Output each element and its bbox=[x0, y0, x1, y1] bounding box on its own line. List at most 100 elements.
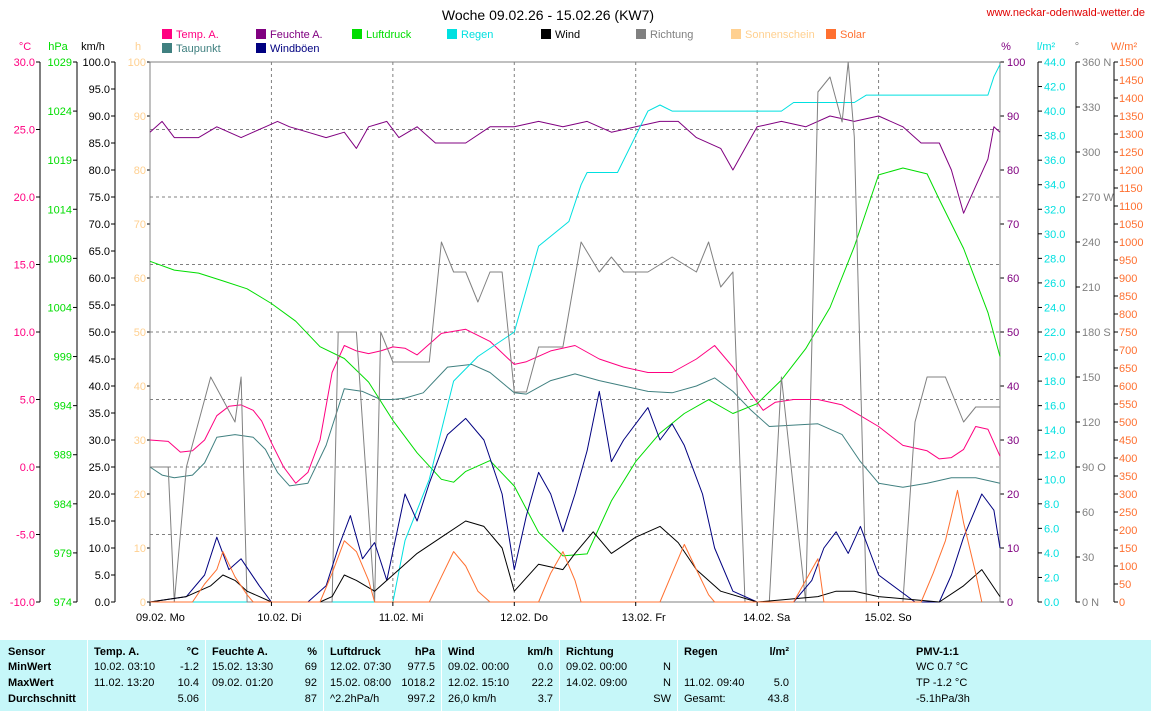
axis-tick-rain-lm2: 26.0 bbox=[1044, 278, 1065, 290]
series-line-richtung bbox=[150, 61, 1000, 603]
stats-time: 15.02. 08:00 bbox=[330, 677, 392, 689]
axis-tick-humidity-pct: 70 bbox=[1007, 219, 1019, 231]
axis-tick-sun-h: 80 bbox=[134, 165, 146, 177]
axis-tick-humidity-pct: 90 bbox=[1007, 111, 1019, 123]
stats-value: 22.2 bbox=[531, 677, 553, 689]
axis-tick-wind-kmh: 45.0 bbox=[89, 354, 110, 366]
axis-tick-humidity-pct: 20 bbox=[1007, 489, 1019, 501]
stats-value: 3.7 bbox=[537, 693, 553, 705]
axis-tick-solar-wm2: 1300 bbox=[1119, 129, 1143, 141]
legend-label-solar: Solar bbox=[840, 29, 866, 41]
axis-tick-rain-lm2: 14.0 bbox=[1044, 425, 1065, 437]
stats-column-regen: Regen l/m² 11.02. 09:40 5.0 Gesamt: 43.8 bbox=[678, 640, 796, 711]
stats-time: 26,0 km/h bbox=[448, 693, 497, 705]
legend-swatch-temp-a bbox=[162, 29, 172, 39]
stats-row: 09.02. 01:20 92 bbox=[206, 676, 323, 691]
axis-tick-solar-wm2: 900 bbox=[1119, 273, 1137, 285]
axis-tick-humidity-pct: 0 bbox=[1007, 597, 1013, 609]
stats-header-unit: °C bbox=[186, 646, 199, 658]
stats-row: 10.02. 03:10 -1.2 bbox=[88, 660, 205, 675]
series-line-wind bbox=[149, 520, 1001, 603]
stats-value: 10.4 bbox=[177, 677, 199, 689]
stats-row: 09.02. 00:00 0.0 bbox=[442, 660, 559, 675]
axis-tick-wind-kmh: 80.0 bbox=[89, 165, 110, 177]
axis-tick-sun-h: 50 bbox=[134, 327, 146, 339]
stats-value: SW bbox=[653, 693, 671, 705]
axis-tick-solar-wm2: 300 bbox=[1119, 489, 1137, 501]
stats-value: 997.2 bbox=[407, 693, 435, 705]
stats-row-label: MinWert bbox=[8, 661, 52, 673]
axis-tick-rain-lm2: 18.0 bbox=[1044, 376, 1065, 388]
axis-tick-wind-kmh: 75.0 bbox=[89, 192, 110, 204]
axis-tick-rain-lm2: 12.0 bbox=[1044, 450, 1065, 462]
axis-tick-direction-deg: 30 bbox=[1082, 552, 1094, 564]
stats-row: 15.02. 13:30 69 bbox=[206, 660, 323, 675]
stats-row-label: Durchschnitt bbox=[8, 693, 76, 705]
stats-header: Richtung bbox=[560, 645, 677, 660]
axis-tick-pressure-hpa: 974 bbox=[54, 597, 72, 609]
axis-tick-solar-wm2: 350 bbox=[1119, 471, 1137, 483]
x-tick-label: 09.02. Mo bbox=[136, 612, 185, 624]
axis-tick-sun-h: 10 bbox=[134, 543, 146, 555]
axis-tick-sun-h: 20 bbox=[134, 489, 146, 501]
axis-tick-solar-wm2: 1450 bbox=[1119, 75, 1143, 87]
site-link[interactable]: www.neckar-odenwald-wetter.de bbox=[986, 7, 1145, 19]
stats-time: ^2.2hPa/h bbox=[330, 693, 380, 705]
axes: °C 30.0 25.0 20.0 15.0 10.0 5.0 0.0 -5.0 -10.0 hPa… bbox=[10, 41, 1144, 609]
axis-tick-sun-h: 0 bbox=[140, 597, 146, 609]
legend-swatch-taupunkt bbox=[162, 43, 172, 53]
legend: Temp. A. Feuchte A. Luftdruck Regen Wind Rich… bbox=[162, 29, 866, 55]
axis-tick-wind-kmh: 30.0 bbox=[89, 435, 110, 447]
stats-header-label: Luftdruck bbox=[330, 646, 381, 658]
axis-tick-temp-c: 20.0 bbox=[14, 192, 35, 204]
axis-tick-pressure-hpa: 989 bbox=[54, 450, 72, 462]
stats-row: 09.02. 00:00 N bbox=[560, 660, 677, 675]
axis-tick-pressure-hpa: 999 bbox=[54, 352, 72, 364]
axis-tick-sun-h: 90 bbox=[134, 111, 146, 123]
stats-value: N bbox=[663, 661, 671, 673]
axis-tick-wind-kmh: 10.0 bbox=[89, 543, 110, 555]
axis-tick-temp-c: 30.0 bbox=[14, 57, 35, 69]
axis-tick-solar-wm2: 150 bbox=[1119, 543, 1137, 555]
axis-tick-temp-c: 15.0 bbox=[14, 260, 35, 272]
axis-unit-temp-c: °C bbox=[19, 41, 31, 53]
axis-tick-solar-wm2: 550 bbox=[1119, 399, 1137, 411]
axis-tick-humidity-pct: 60 bbox=[1007, 273, 1019, 285]
axis-tick-wind-kmh: 55.0 bbox=[89, 300, 110, 312]
axis-tick-pressure-hpa: 1024 bbox=[48, 106, 72, 118]
axis-tick-wind-kmh: 50.0 bbox=[89, 327, 110, 339]
axis-tick-solar-wm2: 850 bbox=[1119, 291, 1137, 303]
stats-time: 12.02. 07:30 bbox=[330, 661, 392, 673]
stats-row: 11.02. 13:20 10.4 bbox=[88, 676, 205, 691]
series-line-temp-a bbox=[149, 328, 1001, 484]
stats-column-pmv-1-1: PMV-1:1 WC 0.7 °C TP -1.2 °C -5.1hPa/3h bbox=[796, 640, 1152, 711]
axis-tick-humidity-pct: 30 bbox=[1007, 435, 1019, 447]
stats-header: Luftdruck hPa bbox=[324, 645, 441, 660]
stats-time: 09.02. 00:00 bbox=[566, 661, 628, 673]
stats-header-label: Regen bbox=[684, 646, 718, 658]
stats-column-richtung: Richtung 09.02. 00:00 N 14.02. 09:00 N SW bbox=[560, 640, 678, 711]
stats-column-sensor: Sensor MinWert MaxWert Durchschnitt bbox=[0, 640, 88, 711]
stats-row: Gesamt: 43.8 bbox=[678, 692, 795, 707]
axis-tick-solar-wm2: 1400 bbox=[1119, 93, 1143, 105]
x-tick-label: 14.02. Sa bbox=[743, 612, 791, 624]
legend-swatch-wind bbox=[541, 29, 551, 39]
axis-tick-rain-lm2: 22.0 bbox=[1044, 327, 1065, 339]
axis-tick-solar-wm2: 650 bbox=[1119, 363, 1137, 375]
stats-value: WC 0.7 °C bbox=[916, 661, 969, 673]
stats-value: 5.0 bbox=[773, 677, 789, 689]
stats-row bbox=[678, 660, 795, 675]
axis-tick-pressure-hpa: 1004 bbox=[48, 302, 72, 314]
axis-unit-direction-deg: ° bbox=[1075, 41, 1079, 53]
stats-time: 11.02. 13:20 bbox=[94, 677, 155, 689]
axis-tick-wind-kmh: 60.0 bbox=[89, 273, 110, 285]
axis-tick-solar-wm2: 700 bbox=[1119, 345, 1137, 357]
axis-tick-pressure-hpa: 1014 bbox=[48, 204, 72, 216]
stats-time: 15.02. 13:30 bbox=[212, 661, 274, 673]
axis-tick-direction-deg: 210 bbox=[1082, 282, 1100, 294]
axis-tick-solar-wm2: 1500 bbox=[1119, 57, 1143, 69]
axis-tick-wind-kmh: 70.0 bbox=[89, 219, 110, 231]
stats-column-feuchte-a: Feuchte A.% 15.02. 13:30 69 09.02. 01:20 92 8… bbox=[206, 640, 324, 711]
legend-swatch-sonnenschein bbox=[731, 29, 741, 39]
axis-tick-solar-wm2: 100 bbox=[1119, 561, 1137, 573]
